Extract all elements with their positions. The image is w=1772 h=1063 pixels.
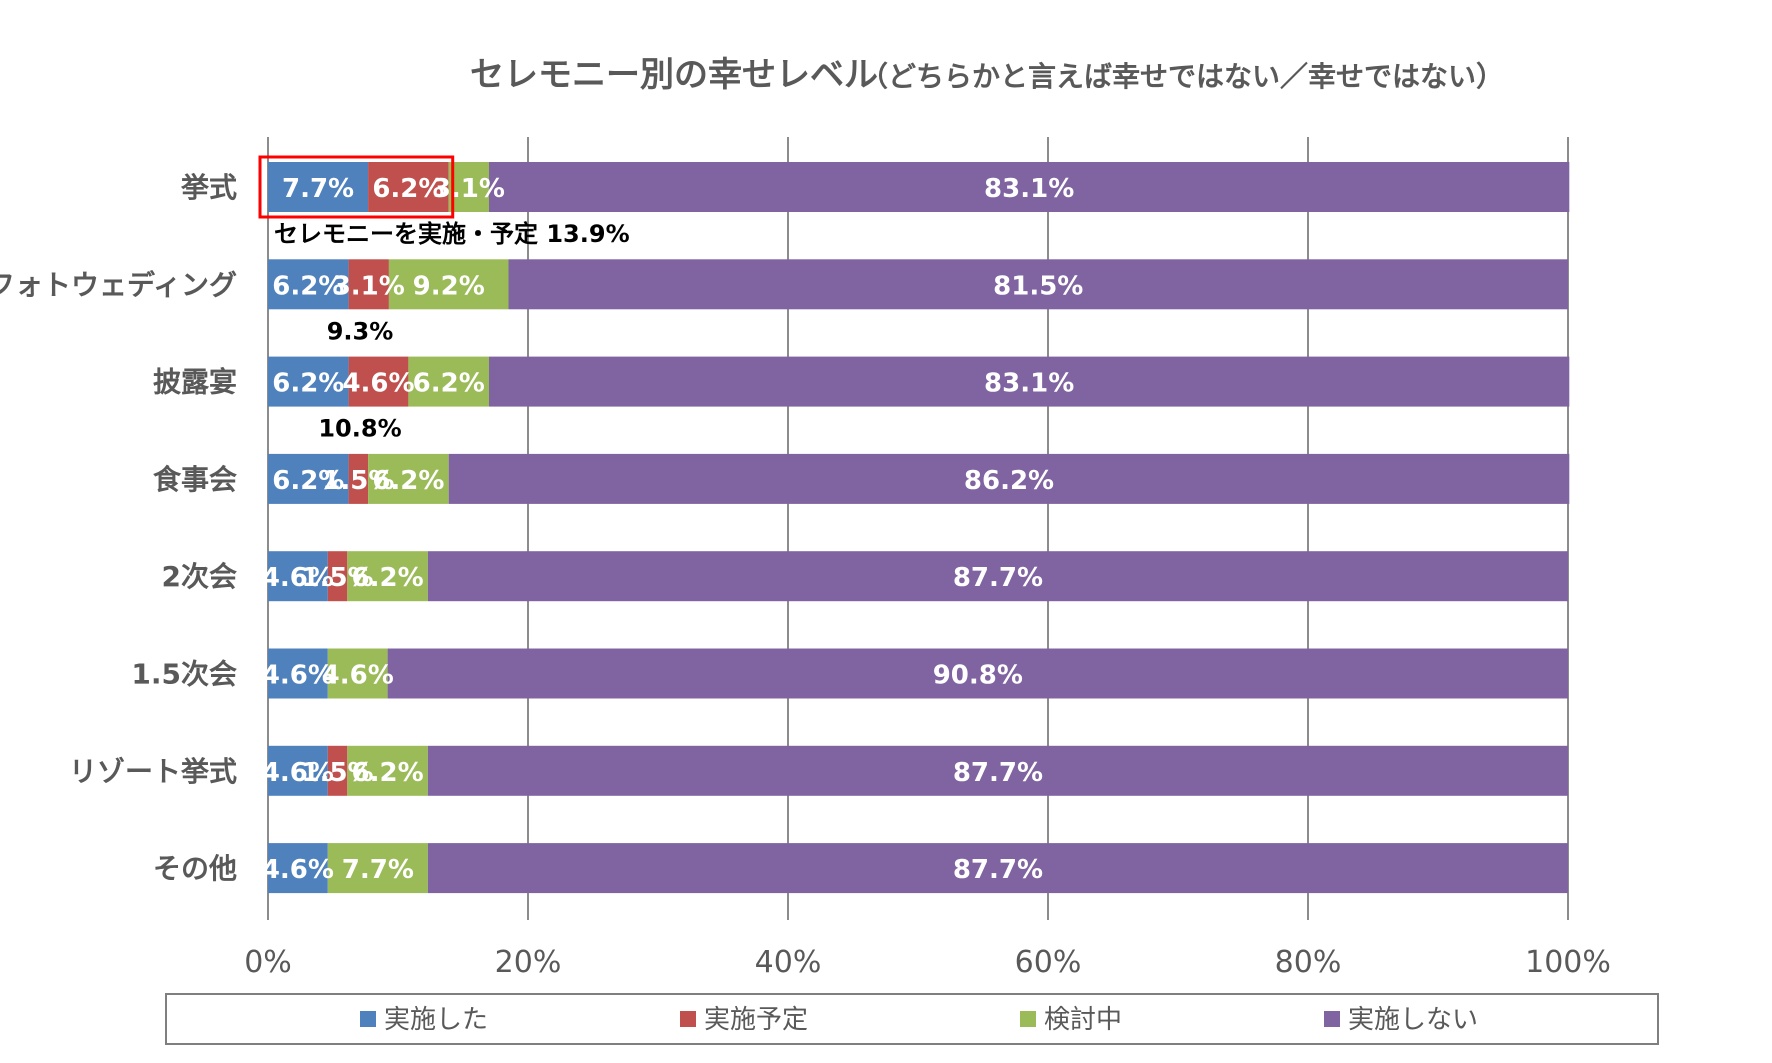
category-label: 食事会 [153, 463, 237, 496]
legend-swatch [680, 1011, 696, 1027]
bar-segment [268, 259, 349, 310]
bar-segment [327, 551, 348, 602]
chart-subtitle: （どちらかと言えば幸せではない／幸せではない） [860, 60, 1504, 93]
bar-segment [408, 356, 489, 407]
bar-segment [268, 843, 328, 894]
bar-segment [327, 745, 348, 796]
legend-swatch [1324, 1011, 1340, 1027]
bar-segment [347, 551, 428, 602]
data-label: 6.2% [352, 563, 424, 593]
data-label: 4.6% [262, 661, 334, 691]
data-label: 1.5% [301, 758, 373, 788]
bar-segment [268, 453, 349, 504]
data-label: 83.1% [984, 369, 1074, 399]
data-label: 87.7% [953, 563, 1043, 593]
annotation-text: セレモニーを実施・予定 13.9% [274, 220, 630, 248]
highlight-box [258, 155, 455, 219]
bar-segment [427, 843, 1568, 894]
category-label: 挙式 [180, 171, 237, 204]
bar-segment [489, 356, 1570, 407]
x-tick-label: 80% [1275, 945, 1342, 980]
bars [268, 162, 1570, 894]
data-label: 4.6% [262, 758, 334, 788]
data-label: 87.7% [953, 758, 1043, 788]
x-tick-label: 100% [1525, 945, 1611, 980]
data-label: 3.1% [333, 271, 405, 301]
bar-segment [387, 648, 1569, 699]
annotation-text: 9.3% [327, 317, 394, 345]
legend-label: 実施した [384, 1005, 488, 1035]
bar-segment [327, 843, 428, 894]
bar-segment [368, 162, 449, 212]
data-label: 90.8% [933, 661, 1023, 691]
bar-segment [427, 745, 1568, 796]
bar-segment [348, 453, 369, 504]
data-label: 7.7% [282, 174, 354, 204]
bar-segment [268, 162, 369, 212]
data-label: 6.2% [413, 369, 485, 399]
category-label: 2次会 [162, 560, 237, 593]
category-label: 1.5次会 [131, 658, 237, 691]
bar-segment [427, 551, 1568, 602]
x-tick-label: 20% [495, 945, 562, 980]
data-label: 81.5% [993, 271, 1083, 301]
bar-segment [327, 648, 388, 699]
annotations: セレモニーを実施・予定 13.9% 9.3% 10.8% [258, 155, 630, 443]
bar-segment [448, 162, 489, 212]
data-label: 6.2% [272, 271, 344, 301]
data-label: 6.2% [272, 369, 344, 399]
data-label: 4.6% [322, 661, 394, 691]
bar-segment [268, 551, 328, 602]
bar-segment [388, 259, 509, 310]
legend-label: 検討中 [1044, 1005, 1122, 1035]
bar-segment [347, 745, 428, 796]
gridlines [267, 137, 1569, 920]
chart-title: セレモニー別の幸せレベル [470, 55, 878, 95]
data-label: 1.5% [301, 563, 373, 593]
data-label: 86.2% [964, 466, 1054, 496]
bar-segment [268, 356, 349, 407]
value-axis: 0% 20% 40% 60% 80% 100% [244, 945, 1611, 980]
x-tick-label: 0% [244, 945, 292, 980]
data-label: 6.2% [352, 758, 424, 788]
legend-label: 実施予定 [704, 1005, 808, 1035]
bar-segment [348, 356, 409, 407]
annotation-text: 10.8% [318, 415, 401, 443]
data-label: 3.1% [433, 174, 505, 204]
category-label: その他 [153, 852, 237, 885]
bar-segment [268, 745, 328, 796]
data-label: 4.6% [342, 369, 414, 399]
category-label: 披露宴 [153, 366, 237, 399]
legend-label: 実施しない [1348, 1005, 1478, 1035]
category-label: フォトウェディング [0, 268, 237, 301]
bar-segment [448, 453, 1570, 504]
bar-segment [508, 259, 1568, 310]
legend-swatch [1020, 1011, 1036, 1027]
bar-segment [368, 453, 449, 504]
category-label: リゾート挙式 [69, 755, 237, 788]
legend-box [165, 993, 1659, 1045]
legend-swatch [360, 1011, 376, 1027]
bar-segment [489, 162, 1570, 212]
data-label: 83.1% [984, 174, 1074, 204]
bar-segment [268, 648, 328, 699]
data-label: 6.2% [372, 466, 444, 496]
data-label: 1.5% [322, 466, 394, 496]
data-label: 6.2% [272, 466, 344, 496]
data-label: 4.6% [262, 563, 334, 593]
data-label: 7.7% [342, 855, 414, 885]
legend: 実施した 実施予定 検討中 実施しない [165, 993, 1659, 1045]
x-tick-label: 40% [755, 945, 822, 980]
bar-segment [348, 259, 389, 310]
x-tick-label: 60% [1015, 945, 1082, 980]
data-labels: 7.7% 6.2%3.1% 83.1%6.2%3.1% 9.2% 81.5%6.2%4.… [262, 174, 1084, 885]
data-label: 4.6% [262, 855, 334, 885]
data-label: 6.2% [372, 174, 444, 204]
data-label: 87.7% [953, 855, 1043, 885]
data-label: 9.2% [413, 271, 485, 301]
